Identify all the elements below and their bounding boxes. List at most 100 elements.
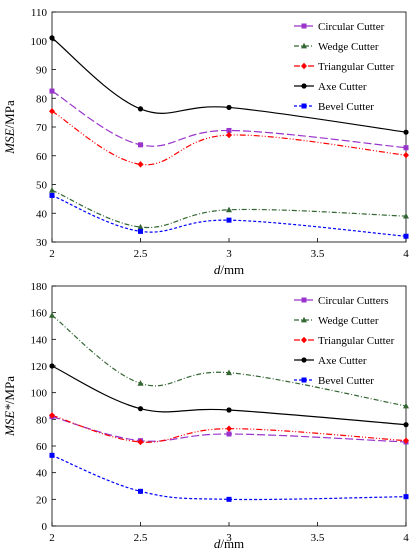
data-point: [403, 212, 409, 219]
data-point: [137, 380, 144, 386]
y-tick-label: 100: [31, 388, 48, 400]
data-point: [137, 406, 144, 412]
y-tick-label: 120: [31, 361, 48, 373]
y-tick-label: 40: [36, 468, 48, 480]
y-tick-label: 70: [36, 122, 48, 134]
x-tick-label: 2.5: [134, 532, 148, 544]
data-point: [226, 104, 232, 111]
series-line-wedge-cutter: [51, 314, 407, 407]
y-tick-label: 80: [36, 414, 48, 426]
data-point: [226, 127, 232, 133]
chart-mse: 30 40 50 60 70 80 90 100 110 2 2.5 3 3.5 4 d/mm MSE/MPa…: [2, 7, 409, 277]
data-point: [226, 496, 232, 502]
legend-marker: [301, 103, 307, 109]
legend-label: Triangular Cutter: [318, 335, 395, 347]
legend-marker: [301, 297, 307, 303]
legend-label: Axe Cutter: [318, 81, 367, 93]
legend-label: Circular Cutters: [318, 295, 389, 307]
data-point: [138, 142, 143, 148]
legend-label: Wedge Cutter: [318, 315, 379, 327]
series-axe-cutter: [49, 363, 409, 428]
x-tick-label: 4: [403, 248, 409, 260]
data-point: [49, 412, 55, 419]
x-tick-label: 2: [49, 248, 55, 260]
legend-marker: [301, 316, 307, 323]
y-axis-label: MSE/MPa: [2, 100, 17, 155]
legend-label: Bevel Cutter: [318, 101, 374, 113]
y-tick-label: 30: [36, 237, 48, 249]
x-tick-label: 3.5: [311, 248, 325, 260]
legend-marker: [301, 83, 307, 89]
y-tick-label: 60: [36, 441, 48, 453]
legend: Circular Cutter Wedge Cutter Triangular Cu…: [294, 21, 395, 113]
series-axe-cutter: [49, 35, 409, 135]
chart-mse-star: 0 20 40 60 80 100 120 140 160 180 2 2.5 3 3.5 4 d/mm MSE…: [2, 281, 409, 550]
series-bevel-cutter: [49, 452, 409, 502]
x-axis-label: d/mm: [214, 536, 244, 550]
data-point: [403, 437, 409, 444]
y-tick-label: 160: [31, 308, 48, 320]
y-tick-label: 110: [31, 7, 48, 19]
legend-marker: [301, 23, 307, 29]
legend-marker: [301, 357, 307, 363]
x-tick-label: 3: [226, 532, 232, 544]
data-point: [138, 488, 143, 494]
data-point: [49, 192, 55, 198]
series-triangular-cutter: [49, 107, 409, 168]
legend-marker: [301, 62, 307, 70]
data-point: [403, 494, 409, 500]
series-line-circular-cutters: [51, 416, 407, 443]
series-line-circular-cutter: [51, 90, 407, 149]
data-point: [49, 187, 55, 193]
x-tick-label: 3.5: [311, 532, 325, 544]
data-point: [137, 438, 144, 446]
series-line-triangular-cutter: [51, 414, 407, 443]
data-point: [49, 363, 55, 369]
series-line-bevel-cutter: [51, 194, 407, 237]
y-tick-label: 50: [36, 180, 48, 192]
data-point: [226, 206, 232, 213]
data-point: [137, 161, 144, 168]
data-point: [49, 35, 55, 41]
series-line-bevel-cutter: [51, 454, 407, 501]
data-point: [138, 228, 143, 234]
series-line-wedge-cutter: [51, 189, 407, 229]
data-point: [403, 233, 409, 239]
data-point: [226, 431, 232, 437]
y-tick-label: 180: [31, 281, 48, 293]
data-point: [226, 131, 232, 139]
data-point: [403, 129, 409, 135]
x-tick-label: 4: [403, 532, 409, 544]
legend-label: Axe Cutter: [318, 355, 367, 367]
legend-label: Bevel Cutter: [318, 375, 374, 387]
data-point: [226, 369, 232, 376]
data-point: [137, 223, 144, 230]
series-line-axe-cutter: [51, 37, 407, 133]
data-point: [137, 106, 144, 112]
y-tick-label: 40: [36, 208, 48, 220]
data-point: [403, 402, 409, 409]
series-wedge-cutter: [49, 187, 409, 230]
y-tick-label: 0: [42, 521, 48, 533]
data-point: [226, 407, 232, 413]
x-tick-label: 2: [49, 532, 55, 544]
legend-marker: [301, 377, 307, 383]
data-point: [49, 88, 55, 94]
series-wedge-cutter: [49, 312, 409, 409]
legend-label: Circular Cutter: [318, 21, 385, 33]
x-axis-label: d/mm: [214, 262, 244, 277]
y-tick-label: 100: [31, 36, 48, 48]
series-line-triangular-cutter: [51, 110, 407, 166]
x-tick-label: 2.5: [134, 248, 148, 260]
legend: Circular Cutters Wedge Cutter Triangular C…: [294, 295, 395, 387]
legend-label: Wedge Cutter: [318, 41, 379, 53]
legend-label: Triangular Cutter: [318, 61, 395, 73]
y-tick-label: 140: [31, 334, 48, 346]
data-point: [49, 312, 55, 318]
series-triangular-cutter: [49, 412, 409, 446]
y-tick-label: 90: [36, 65, 48, 77]
series-line-axe-cutter: [51, 365, 407, 426]
y-tick-label: 20: [36, 494, 48, 506]
y-tick-label: 60: [36, 151, 48, 163]
